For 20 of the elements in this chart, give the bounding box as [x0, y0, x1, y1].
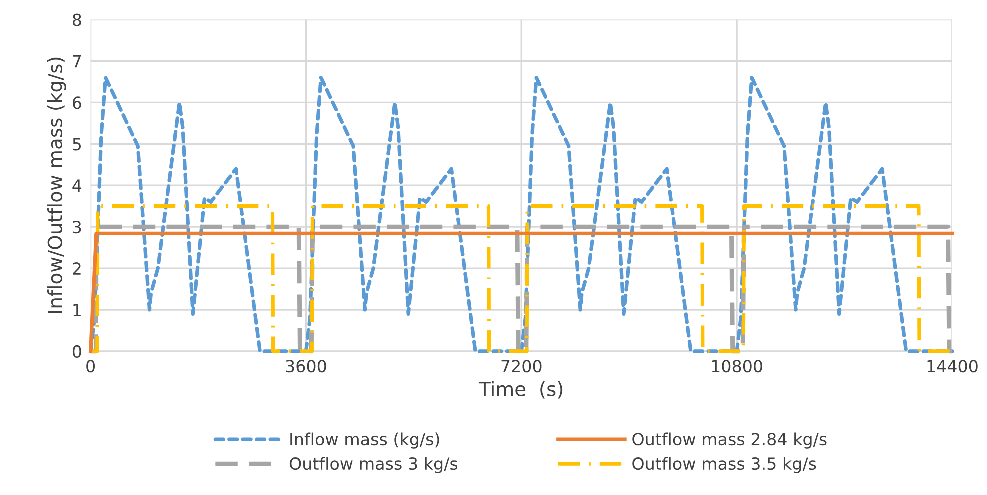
- legend-label: Inflow mass (kg/s): [290, 432, 440, 449]
- y-tick-label: 7: [73, 55, 82, 68]
- legend-label: Outflow mass 2.84 kg/s: [632, 432, 827, 449]
- legend-label: Outflow mass 3.5 kg/s: [632, 457, 816, 474]
- y-tick-label: 2: [73, 262, 81, 275]
- legend-label: Outflow mass 3 kg/s: [290, 457, 458, 474]
- x-tick-label: 0: [86, 360, 95, 373]
- y-tick-label: 4: [72, 180, 82, 192]
- x-tick-label: 3600: [286, 360, 326, 373]
- y-tick-label: 1: [74, 304, 81, 316]
- y-tick-label: 5: [73, 138, 82, 151]
- y-axis-title: Inflow/Outflow mass (kg/s): [47, 58, 66, 314]
- x-tick-label: 10800: [712, 360, 762, 373]
- x-tick-label: 14400: [928, 360, 978, 373]
- x-tick-label: 7200: [502, 360, 542, 373]
- y-tick-label: 6: [73, 96, 82, 110]
- x-axis-title: Time (s): [478, 381, 563, 399]
- y-tick-label: 0: [72, 345, 82, 358]
- y-tick-label: 3: [73, 221, 82, 234]
- y-tick-label: 8: [72, 14, 82, 26]
